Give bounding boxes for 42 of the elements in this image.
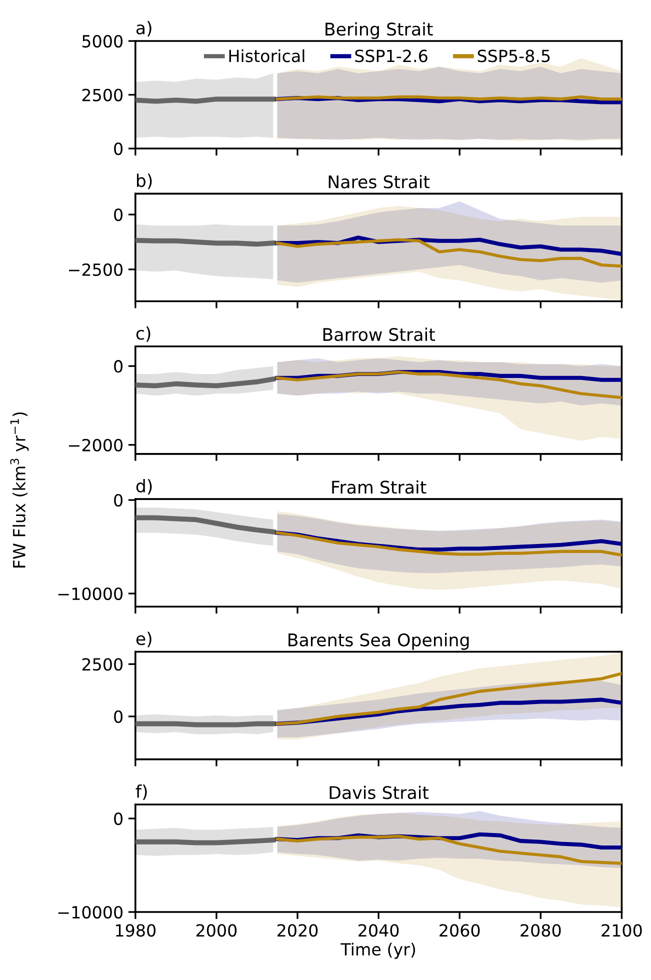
legend-label: SSP5-8.5 [478,50,550,62]
x-tick-label: 1980 [116,924,156,937]
line-series [276,531,622,557]
text: b) [136,174,152,190]
y-tick-label: 2500 [82,88,122,102]
y-tick-label: −2000 [68,438,122,452]
text: d) [136,479,152,495]
x-tick-label: 2060 [440,924,480,937]
legend-label: SSP1-2.6 [355,50,428,62]
x-tick-label: 2020 [278,924,318,937]
y-axis-title: FW Flux (km$^{3}$ yr$^{−1}$) [10,412,29,568]
chart-title: Barrow Strait [323,328,435,342]
y-tick-label: −10000 [58,906,122,919]
y-tick-label: 5000 [82,34,122,48]
y-tick-label: 0 [114,812,122,826]
chart-title: Fram Strait [332,480,426,494]
chart-title: Barents Sea Opening [288,633,469,650]
chart-title: Davis Strait [330,786,429,800]
y-tick-label: 0 [114,710,122,723]
x-axis-title: Time (yr) [340,942,416,959]
text: f) [136,784,147,800]
chart-title: Nares Strait [328,174,430,188]
line-series [276,834,622,865]
text: e) [136,632,152,648]
y-tick-label: −10000 [58,587,122,600]
legend-label: Historical [229,49,304,62]
chart-title: Bering Strait [326,22,433,40]
x-tick-label: 2080 [520,924,561,937]
y-tick-label: 0 [114,208,122,222]
y-tick-label: 0 [114,360,122,373]
line-series [276,672,622,726]
line-series [276,370,622,400]
text: a) [136,20,152,36]
y-tick-label: 2500 [82,658,122,671]
y-tick-label: −2500 [68,263,122,276]
y-tick-label: 0 [114,494,122,507]
x-tick-label: 2100 [602,924,642,937]
y-tick-label: 0 [114,142,122,156]
x-tick-label: 2040 [358,924,399,937]
text: c) [136,326,150,342]
x-tick-label: 2000 [196,924,237,937]
line-series [276,238,622,268]
